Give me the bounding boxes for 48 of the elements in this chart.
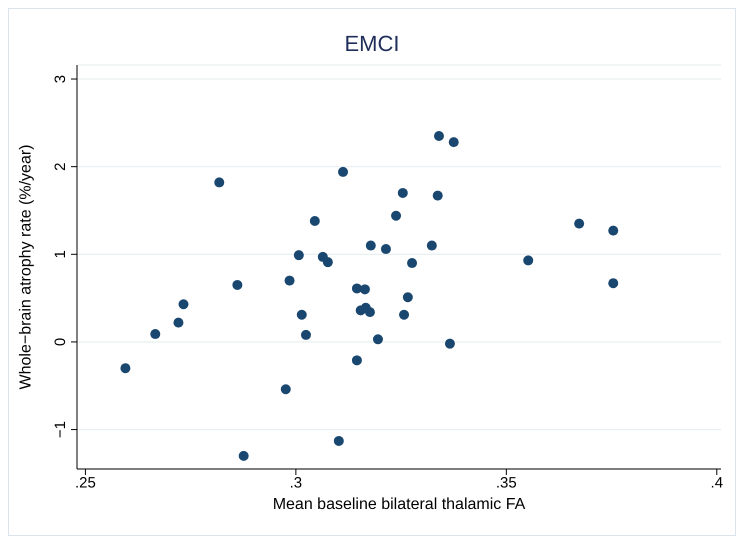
- point: [434, 130, 444, 141]
- point: [178, 299, 188, 310]
- point: [407, 258, 418, 268]
- point: [380, 244, 391, 254]
- y-tick-label: 0: [52, 338, 69, 346]
- x-tick-label: .4: [710, 474, 724, 492]
- point: [173, 318, 184, 328]
- point: [523, 255, 534, 266]
- point: [448, 137, 459, 148]
- point: [608, 278, 618, 288]
- point: [391, 210, 402, 221]
- point: [574, 218, 584, 229]
- point: [444, 338, 455, 349]
- point: [300, 330, 311, 340]
- point: [372, 334, 383, 344]
- point: [310, 216, 320, 226]
- x-tick-label: .35: [496, 474, 517, 492]
- point: [284, 276, 295, 286]
- y-axis-title: Whole−brain atrophy rate (%/year): [18, 144, 35, 390]
- point: [334, 436, 344, 446]
- point: [322, 257, 333, 268]
- point: [120, 363, 130, 374]
- point: [399, 310, 410, 320]
- y-tick-label: 1: [52, 250, 69, 258]
- x-tick-label: .25: [74, 474, 96, 492]
- point: [214, 177, 224, 188]
- point: [280, 384, 291, 394]
- point: [352, 355, 362, 366]
- point: [338, 166, 348, 177]
- y-tick-label: −1: [52, 421, 69, 438]
- point: [150, 329, 160, 340]
- y-tick-label: 3: [52, 74, 69, 84]
- chart-title: EMCI: [344, 31, 400, 58]
- point: [364, 307, 375, 318]
- point: [366, 240, 376, 251]
- point: [232, 280, 242, 290]
- point: [426, 240, 437, 251]
- point: [398, 188, 408, 198]
- point: [360, 284, 370, 294]
- point: [402, 292, 413, 302]
- point: [608, 226, 618, 236]
- point: [294, 250, 304, 260]
- point: [432, 190, 443, 201]
- point: [238, 450, 249, 461]
- x-axis-title: Mean baseline bilateral thalamic FA: [272, 496, 526, 513]
- point: [296, 310, 307, 320]
- x-tick-label: .3: [290, 474, 302, 492]
- y-tick-label: 2: [52, 162, 69, 171]
